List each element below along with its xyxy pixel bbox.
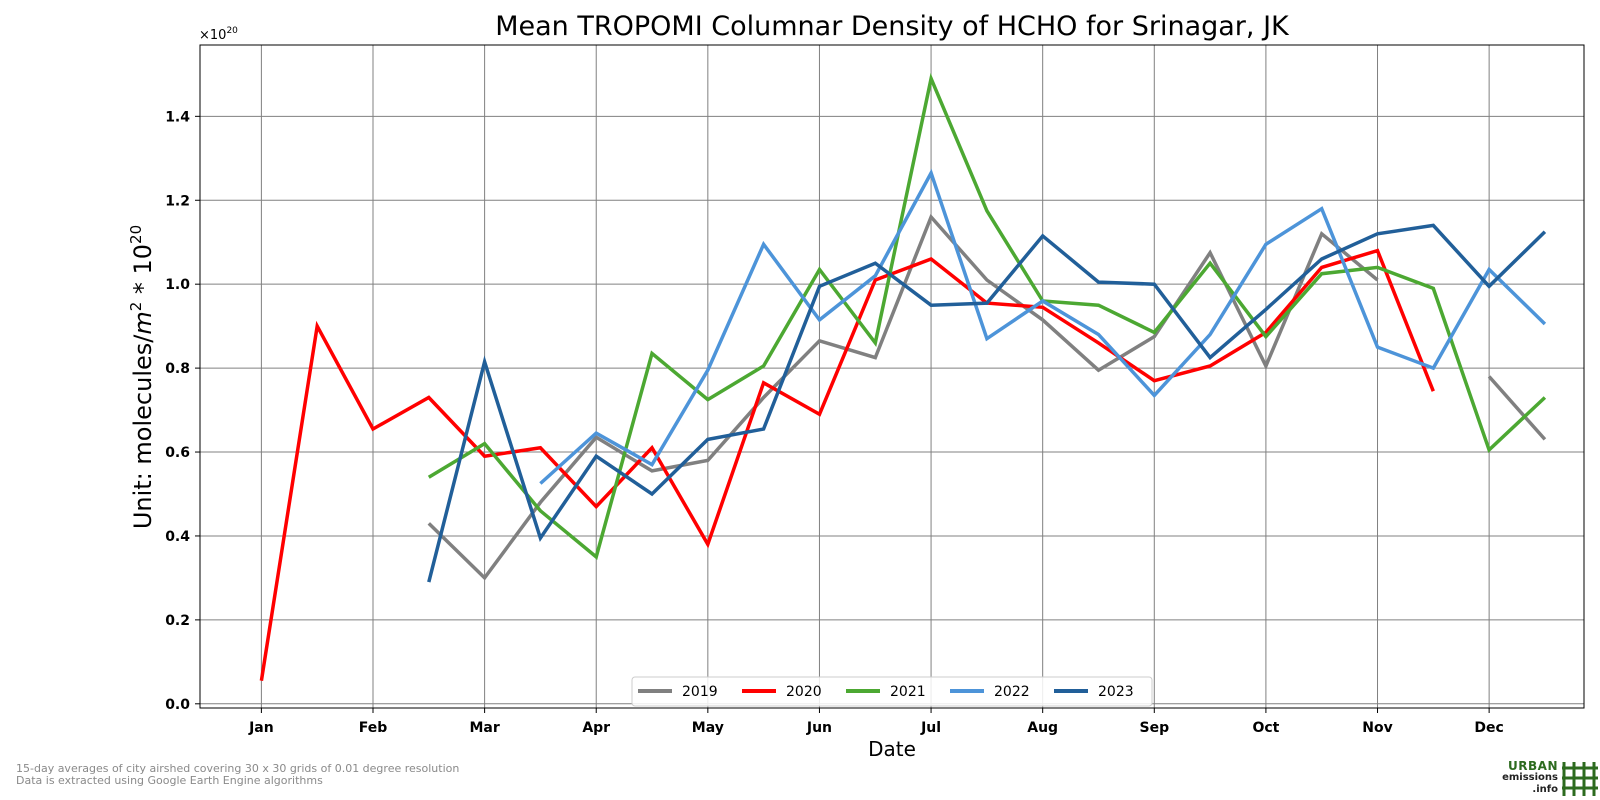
x-axis-label: Date: [868, 737, 916, 761]
y-axis-label-mid: * 10: [129, 244, 157, 302]
grid-lines: [200, 45, 1584, 708]
y-tick-label: 1.4: [165, 109, 190, 125]
x-tick-label: Aug: [1027, 720, 1058, 736]
legend: 2019 2020 2021 2022 2023: [631, 676, 1153, 707]
x-tick-label: Sep: [1139, 720, 1169, 736]
logo-text-info: .info: [1532, 784, 1558, 795]
legend-label-2023: 2023: [1098, 684, 1134, 700]
y-tick-label: 0.6: [165, 445, 190, 461]
y-tick-label: 1.2: [165, 193, 190, 209]
y-tick-label: 0.8: [165, 361, 190, 377]
legend-label-2019: 2019: [682, 684, 718, 700]
y-axis-label-exponent: 20: [127, 225, 145, 244]
y-tick-label: 0.0: [165, 697, 190, 713]
y-axis-label-m-exponent: 2: [127, 302, 145, 312]
urban-emissions-logo: URBAN emissions .info: [1448, 758, 1598, 798]
series-line-2020: [259, 248, 1435, 681]
series-line-2019: [1487, 375, 1547, 441]
y-axis-ticks: 0.0 0.2 0.4 0.6 0.8 1.0 1.2 1.4: [165, 109, 200, 713]
x-tick-label: Dec: [1474, 720, 1503, 736]
x-tick-label: Feb: [359, 720, 388, 736]
y-tick-label: 1.0: [165, 277, 190, 293]
x-axis-ticks: Jan Feb Mar Apr May Jun Jul Aug Sep Oct Nov Dec: [248, 708, 1504, 736]
series-line-2019: [427, 213, 1379, 581]
y-tick-label: 0.2: [165, 613, 190, 629]
chart-title: Mean TROPOMI Columnar Density of HCHO fo…: [495, 11, 1290, 42]
x-tick-label: Oct: [1252, 720, 1279, 736]
plot-frame: [199, 44, 1585, 709]
y-tick-label: 0.4: [165, 529, 190, 545]
logo-text-urban: URBAN: [1508, 759, 1558, 773]
x-tick-label: Nov: [1362, 720, 1392, 736]
y-axis-label-m: m: [129, 311, 157, 334]
series-lines: [259, 72, 1547, 681]
y-offset-base: ×10: [199, 28, 226, 43]
y-axis-label-prefix: Unit: molecules/: [129, 334, 157, 529]
y-axis-label: Unit: molecules/m2 * 1020: [127, 225, 157, 529]
x-tick-label: Mar: [469, 720, 499, 736]
series-line-2023: [427, 223, 1547, 583]
x-tick-label: Jun: [806, 720, 832, 736]
x-tick-label: May: [692, 720, 724, 736]
footnote-line-1: 15-day averages of city airshed covering…: [16, 762, 460, 775]
series-line-2022: [539, 168, 1547, 485]
x-tick-label: Jan: [248, 720, 274, 736]
y-offset-exponent: 20: [226, 26, 238, 36]
x-tick-label: Apr: [582, 720, 610, 736]
logo-grid-icon: [1562, 762, 1598, 796]
y-offset-label: ×1020: [199, 26, 238, 43]
footnote-line-2: Data is extracted using Google Earth Eng…: [16, 774, 323, 787]
logo-text-emissions: emissions: [1502, 772, 1558, 783]
series-line-2021: [427, 72, 1547, 560]
legend-label-2020: 2020: [786, 684, 822, 700]
x-tick-label: Jul: [920, 720, 941, 736]
legend-label-2021: 2021: [890, 684, 926, 700]
legend-frame: [631, 676, 1153, 707]
legend-label-2022: 2022: [994, 684, 1030, 700]
